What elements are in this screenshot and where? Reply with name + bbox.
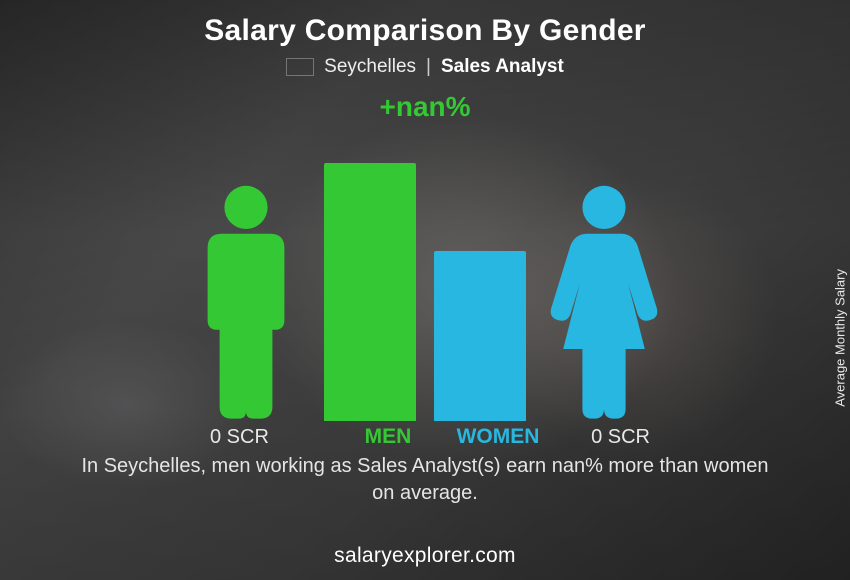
header: Salary Comparison By Gender Seychelles |… — [0, 0, 850, 81]
divider: | — [426, 56, 431, 78]
women-bar-label: WOMEN — [452, 425, 544, 449]
footer-source: salaryexplorer.com — [0, 544, 850, 568]
men-bar-label: MEN — [342, 425, 434, 449]
country-label: Seychelles — [324, 56, 416, 78]
subtitle-row: Seychelles | Sales Analyst — [286, 56, 564, 78]
chart-area: +nan% 0 SCR MEN WOMEN 0 SCR Average Mont… — [0, 89, 850, 449]
figure-row — [186, 163, 664, 421]
men-salary-label: 0 SCR — [210, 426, 269, 449]
men-bar — [324, 163, 416, 421]
female-icon-wrap — [544, 181, 664, 421]
female-icon — [544, 181, 664, 421]
page-title: Salary Comparison By Gender — [0, 14, 850, 48]
male-icon-wrap — [186, 181, 306, 421]
description-text: In Seychelles, men working as Sales Anal… — [0, 453, 850, 507]
percent-difference-label: +nan% — [379, 91, 470, 123]
job-title-label: Sales Analyst — [441, 56, 564, 78]
women-bar — [434, 251, 526, 421]
y-axis-label: Average Monthly Salary — [833, 269, 848, 407]
seychelles-flag-icon — [286, 58, 314, 76]
women-salary-label: 0 SCR — [591, 426, 650, 449]
male-icon — [186, 181, 306, 421]
